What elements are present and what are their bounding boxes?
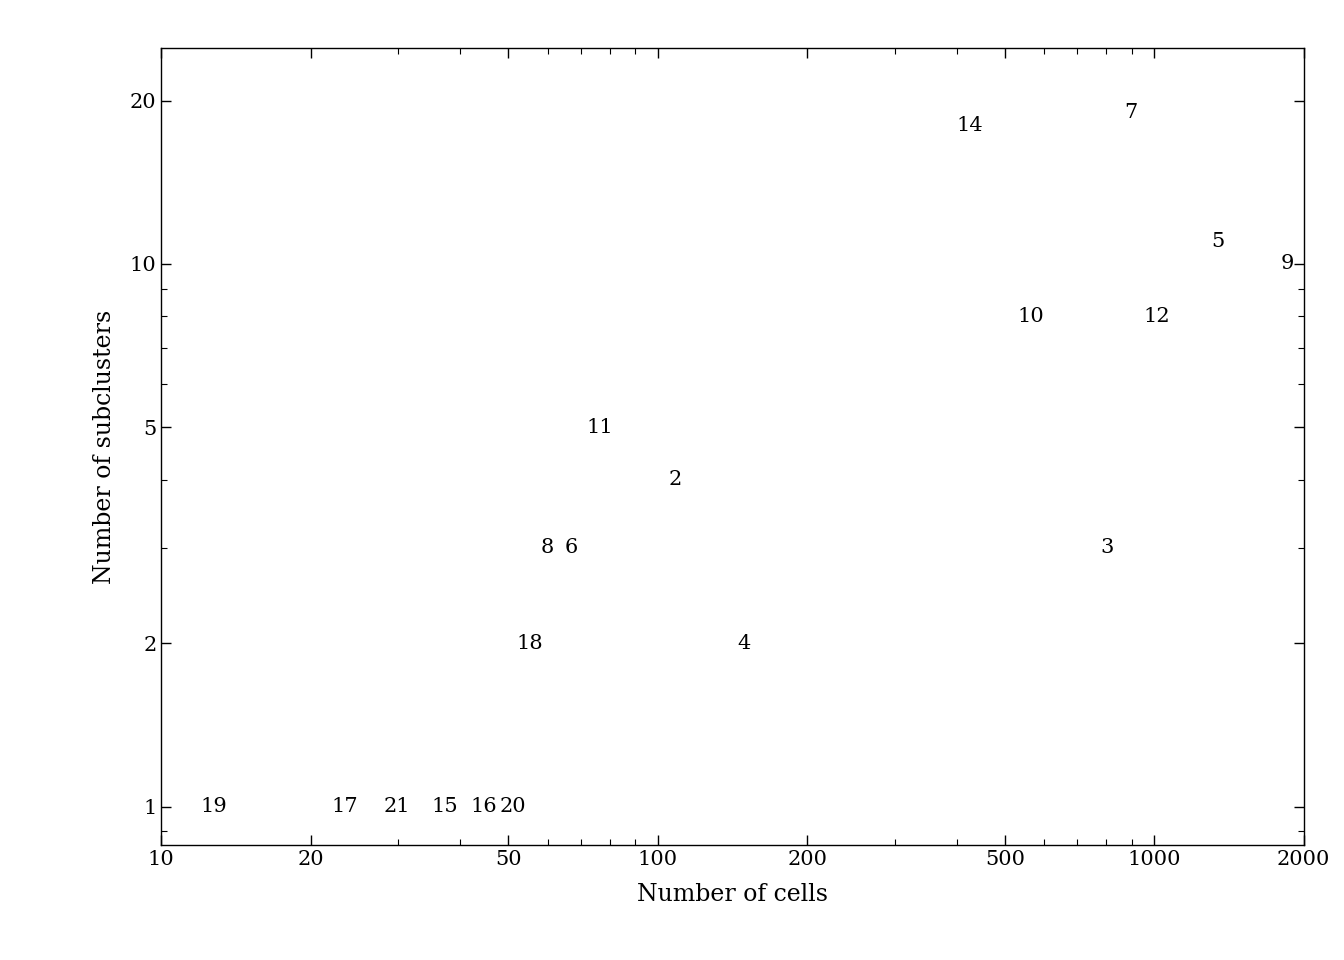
X-axis label: Number of cells: Number of cells [637, 882, 828, 905]
Text: 5: 5 [1211, 232, 1224, 251]
Text: 18: 18 [516, 634, 543, 653]
Text: 12: 12 [1144, 307, 1169, 326]
Text: 20: 20 [500, 797, 526, 816]
Text: 17: 17 [331, 797, 358, 816]
Text: 9: 9 [1281, 254, 1294, 274]
Y-axis label: Number of subclusters: Number of subclusters [93, 309, 116, 584]
Text: 14: 14 [957, 116, 984, 135]
Text: 16: 16 [470, 797, 497, 816]
Text: 15: 15 [431, 797, 458, 816]
Text: 6: 6 [564, 539, 578, 557]
Text: 10: 10 [1017, 307, 1044, 326]
Text: 11: 11 [587, 418, 614, 437]
Text: 2: 2 [668, 470, 681, 490]
Text: 21: 21 [383, 797, 410, 816]
Text: 7: 7 [1124, 103, 1137, 122]
Text: 3: 3 [1101, 539, 1114, 557]
Text: 4: 4 [738, 634, 751, 653]
Text: 8: 8 [540, 539, 554, 557]
Text: 19: 19 [200, 797, 227, 816]
